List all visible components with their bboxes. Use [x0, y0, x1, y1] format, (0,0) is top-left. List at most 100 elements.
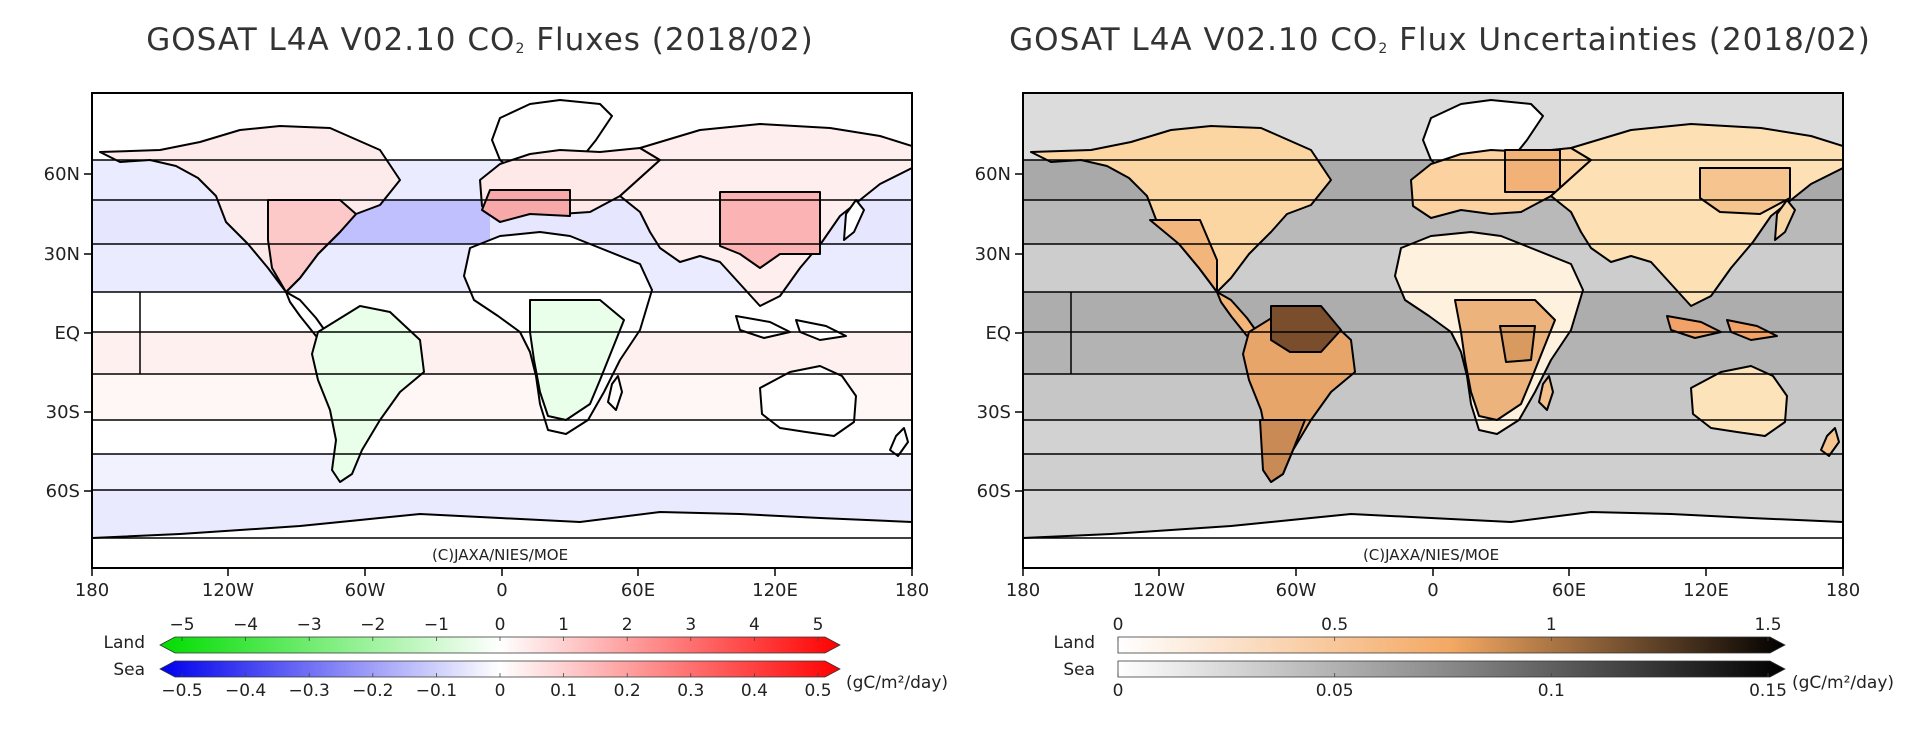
colorbar-sea-tick-label: −0.4 — [225, 681, 266, 701]
ocean-region-band — [1023, 454, 1843, 490]
colorbar-land-tick-label: 1.5 — [1754, 615, 1781, 635]
lat-label-30n: 30N — [44, 244, 80, 265]
region-dividers — [92, 159, 912, 539]
lon-label-180w: 180 — [1006, 580, 1040, 601]
colorbar-land-tick-label: 4 — [749, 615, 760, 635]
lon-axis: 180 120W 60W 0 60E 120E 180 — [1006, 568, 1860, 601]
colorbar-sea-ticks: 0 0.05 0.1 0.15 — [1113, 673, 1787, 701]
uncertainty-map-svg: (C)JAXA/NIES/MOE 60N 30N EQ 30S 60S 180 … — [975, 92, 1895, 701]
indonesia-island — [795, 319, 847, 341]
europe-west-region — [481, 189, 571, 223]
amazon-region — [1270, 305, 1342, 353]
credit-text: (C)JAXA/NIES/MOE — [432, 546, 568, 564]
lon-label-60e: 60E — [1552, 580, 1586, 601]
russia-west-region — [1504, 149, 1561, 193]
colorbar-sea-tick-label: 0.1 — [1538, 681, 1565, 701]
madagascar — [607, 375, 623, 411]
colorbar-sea-tick-label: 0.05 — [1316, 681, 1354, 701]
lat-label-eq: EQ — [54, 323, 80, 344]
australia — [1690, 365, 1788, 437]
lon-label-60w: 60W — [345, 580, 386, 601]
colorbar-land-tick-label: −4 — [233, 615, 258, 635]
colorbar-land-tick-label: 0 — [1113, 615, 1124, 635]
colorbar-land-tick-label: 2 — [622, 615, 633, 635]
colorbar-sea-tick-label: 0.15 — [1749, 681, 1787, 701]
colorbar-sea-tick-label: 0.4 — [741, 681, 768, 701]
usa-east-region — [267, 199, 357, 293]
lon-label-180e: 180 — [895, 580, 929, 601]
lat-label-30n: 30N — [975, 244, 1011, 265]
asia-east-region — [1699, 167, 1791, 215]
colorbar-land-tick-label: 3 — [685, 615, 696, 635]
lon-label-0: 0 — [1427, 580, 1438, 601]
colorbar-sea-tick-label: −0.3 — [289, 681, 330, 701]
lon-label-120e: 120E — [752, 580, 798, 601]
colorbar-land-ticks: 0 0.5 1 1.5 — [1113, 615, 1782, 641]
lon-label-120e: 120E — [1683, 580, 1729, 601]
colorbar-units: (gC/m²/day) — [846, 673, 948, 693]
flux-map-area — [92, 93, 912, 568]
flux-map-svg: (C)JAXA/NIES/MOE 60N 30N EQ 30S 60S 180 … — [44, 92, 949, 701]
lon-label-180w: 180 — [75, 580, 109, 601]
new-zealand — [1820, 427, 1840, 457]
lon-label-60e: 60E — [621, 580, 655, 601]
new-zealand — [889, 427, 909, 457]
colorbar-land-tick-label: −2 — [360, 615, 385, 635]
lat-label-eq: EQ — [985, 323, 1011, 344]
colorbar-sea-tick-label: 0.1 — [550, 681, 577, 701]
colorbar-sea-label: Sea — [1063, 660, 1095, 680]
lat-axis: 60N 30N EQ 30S 60S — [975, 164, 1023, 502]
antarctica — [1023, 511, 1843, 568]
colorbar-land-gradient — [159, 636, 841, 654]
colorbar-land-tick-label: 0 — [495, 615, 506, 635]
lat-label-60s: 60S — [46, 481, 80, 502]
uncertainty-map-area — [1023, 93, 1843, 568]
lon-label-180e: 180 — [1826, 580, 1860, 601]
uncertainty-map-title: GOSAT L4A V02.10 CO2 Flux Uncertainties … — [1009, 22, 1871, 58]
colorbar-land-tick-label: 1 — [558, 615, 569, 635]
japan — [843, 199, 865, 241]
colorbar-sea-tick-label: 0.2 — [614, 681, 641, 701]
indonesia-island — [1726, 319, 1778, 341]
colorbar-sea-tick-label: −0.2 — [352, 681, 393, 701]
flux-map-title: GOSAT L4A V02.10 CO2 Fluxes (2018/02) — [146, 22, 814, 58]
colorbar-land-gradient — [1117, 636, 1786, 654]
credit-text: (C)JAXA/NIES/MOE — [1363, 546, 1499, 564]
colorbar-land-label: Land — [1054, 633, 1095, 653]
colorbar-sea-gradient — [1117, 660, 1786, 678]
colorbar-sea-tick-label: −0.5 — [161, 681, 202, 701]
lat-label-30s: 30S — [977, 402, 1011, 423]
ocean-region-band — [92, 332, 912, 374]
uncertainty-map-panel: GOSAT L4A V02.10 CO2 Flux Uncertainties … — [960, 0, 1920, 750]
lon-label-60w: 60W — [1276, 580, 1317, 601]
colorbar-land-tick-label: 0.5 — [1321, 615, 1348, 635]
central-south-africa — [529, 299, 625, 421]
colorbar-land-tick-label: 5 — [813, 615, 824, 635]
china-region — [719, 191, 821, 269]
lat-label-60n: 60N — [44, 164, 80, 185]
japan — [1774, 199, 1796, 241]
colorbar-sea-ticks: −0.5 −0.4 −0.3 −0.2 −0.1 0 0.1 0.2 0.3 0.4 0.5 — [161, 673, 832, 701]
lon-label-120w: 120W — [202, 580, 254, 601]
colorbar-sea-gradient — [159, 660, 841, 678]
lat-label-60n: 60N — [975, 164, 1011, 185]
colorbar-sea-label: Sea — [113, 660, 145, 680]
flux-colorbar: Land Sea −5 −4 −3 −2 −1 0 1 2 3 4 5 −0.5 −0.4 −0.3 −0… — [104, 615, 949, 701]
colorbar-sea-tick-label: 0 — [495, 681, 506, 701]
lat-label-30s: 30S — [46, 402, 80, 423]
uncertainty-colorbar: Land Sea 0 0.5 1 1.5 0 0.05 0.1 0.15 (gC/m²/da… — [1054, 615, 1895, 701]
east-africa-region — [1499, 325, 1536, 363]
continents — [92, 99, 912, 568]
australia — [759, 365, 857, 437]
ocean-region-band — [1023, 420, 1843, 454]
colorbar-land-tick-label: −5 — [169, 615, 194, 635]
ocean-region-band — [1023, 332, 1843, 374]
colorbar-land-ticks: −5 −4 −3 −2 −1 0 1 2 3 4 5 — [169, 615, 823, 641]
colorbar-sea-tick-label: 0.5 — [804, 681, 831, 701]
lat-label-60s: 60S — [977, 481, 1011, 502]
colorbar-units: (gC/m²/day) — [1792, 673, 1894, 693]
lon-label-120w: 120W — [1133, 580, 1185, 601]
ocean-region-band — [92, 454, 912, 490]
lat-axis: 60N 30N EQ 30S 60S — [44, 164, 92, 502]
flux-map-panel: GOSAT L4A V02.10 CO2 Fluxes (2018/02) — [44, 22, 949, 701]
